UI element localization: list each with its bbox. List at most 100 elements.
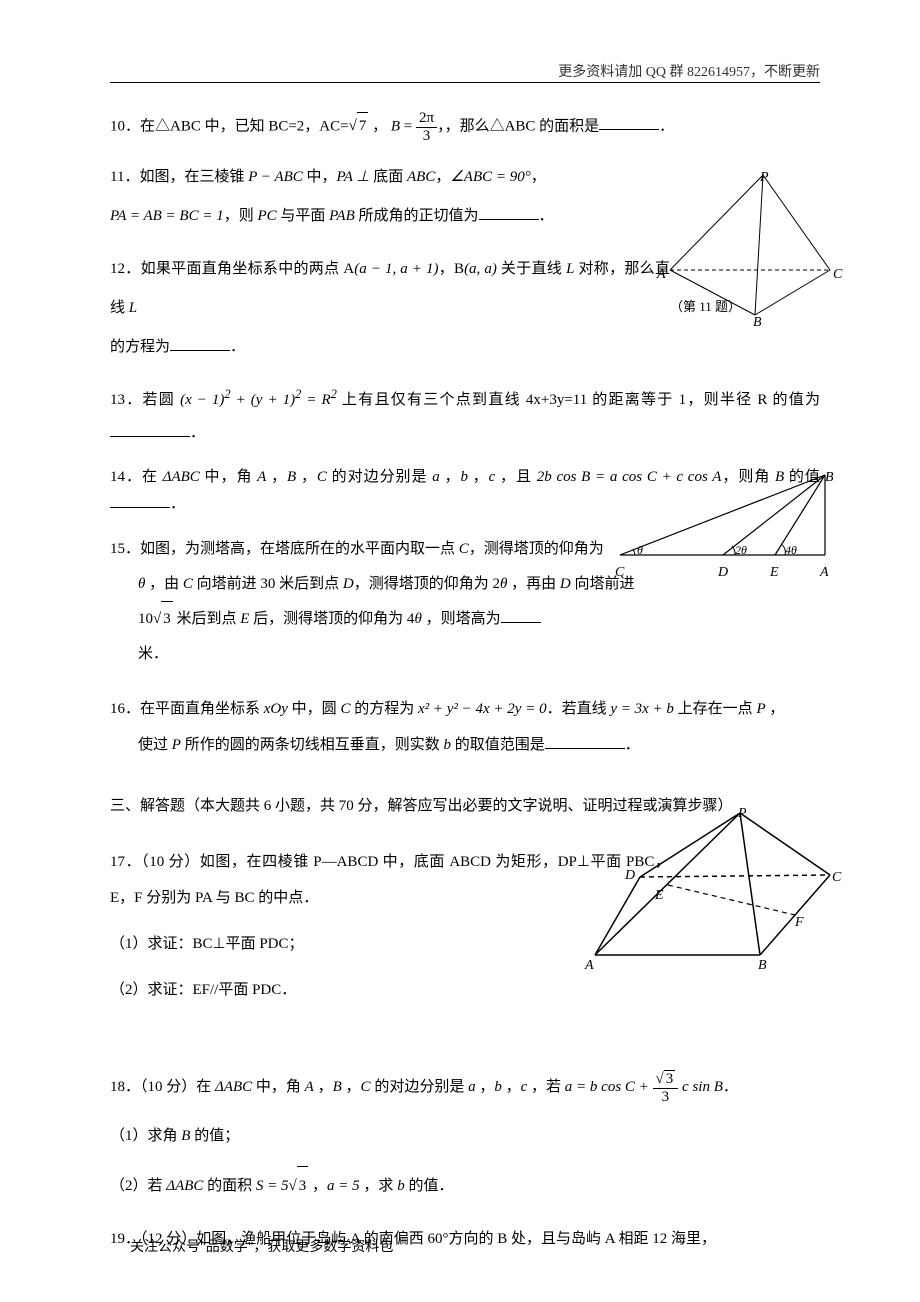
pt-C2: C xyxy=(183,576,193,592)
tri-ABC-18: ΔABC xyxy=(215,1079,252,1095)
side-a: a xyxy=(432,469,440,485)
fig17-F: F xyxy=(795,910,804,935)
p15-c: ，由 xyxy=(145,576,183,592)
p10-text-c: ，，那么△ABC 的面积是 xyxy=(437,118,599,134)
xOy: xOy xyxy=(264,701,288,717)
blank-10 xyxy=(599,115,659,130)
circle-C-eq: x² + y² − 4x + 2y = 0 xyxy=(418,701,547,717)
p14-b: 中，角 xyxy=(200,469,257,485)
p11-h: 所成角的正切值为 xyxy=(355,208,479,224)
S-eq: S = 5 xyxy=(256,1178,289,1194)
p16-b: 中，圆 xyxy=(288,701,341,717)
A18: A xyxy=(305,1079,314,1095)
fig15-E: E xyxy=(770,560,779,585)
fig11-C: C xyxy=(833,262,842,287)
p16-a: 16．在平面直角坐标系 xyxy=(110,701,264,717)
p14-c: ， xyxy=(266,469,287,485)
p11-f: ，则 xyxy=(224,208,258,224)
tri-ABC: ΔABC xyxy=(163,469,200,485)
p16-i: 的取值范围是 xyxy=(451,737,545,753)
fig17-D: D xyxy=(625,863,635,888)
p13-c: ． xyxy=(190,425,205,441)
p11-d: ， xyxy=(435,169,450,185)
p18-1: （1）求角 xyxy=(110,1128,181,1144)
fig15-2theta: 2θ xyxy=(735,540,747,562)
pt-P: P xyxy=(756,701,765,717)
p16-h: 所作的圆的两条切线相互垂直，则实数 xyxy=(181,737,444,753)
p14-h: ，且 xyxy=(495,469,536,485)
p14-e: 的对边分别是 xyxy=(327,469,432,485)
p14-f: ， xyxy=(440,469,461,485)
p13-b: 上有且仅有三个点到直线 4x+3y=11 的距离等于 1，则半径 R 的值为 xyxy=(337,392,820,408)
fig17-P: P xyxy=(738,801,747,826)
p15-e: ，测得塔顶的仰角为 2 xyxy=(354,576,500,592)
p15-a: 15．如图，为测塔高，在塔底所在的水平面内取一点 xyxy=(110,541,459,557)
b18: b xyxy=(494,1079,502,1095)
B18: B xyxy=(333,1079,342,1095)
PA-AB-BC: PA = AB = BC = 1 xyxy=(110,208,224,224)
ABC: ABC xyxy=(407,169,435,185)
circle-C-name: C xyxy=(340,701,350,717)
figure-11: P A B C （第 11 题） xyxy=(665,170,835,335)
p11-g: 与平面 xyxy=(277,208,330,224)
p13-a: 13．若圆 xyxy=(110,392,180,408)
p12-b: ，B xyxy=(438,261,464,277)
problem-15: 15．如图，为测塔高，在塔底所在的水平面内取一点 C，测得塔顶的仰角为 θ ，由… xyxy=(110,532,670,671)
p14-d: ， xyxy=(296,469,317,485)
p11-c: 底面 xyxy=(369,169,407,185)
p11-b: 中， xyxy=(303,169,337,185)
sqrt7: 7 xyxy=(349,112,369,140)
fig15-4theta: 4θ xyxy=(785,540,797,562)
PC: PC xyxy=(257,208,276,224)
eq18a: a = b cos C + xyxy=(565,1079,649,1095)
problem-18: 18．（10 分）在 ΔABC 中，角 A ，B ，C 的对边分别是 a ，b … xyxy=(110,1068,820,1206)
fig17-B: B xyxy=(758,953,767,978)
p10-text-d: ． xyxy=(659,118,674,134)
figure-15: B C D E A θ 2θ 4θ xyxy=(615,470,835,580)
line-L2: L xyxy=(129,300,137,316)
p11-a: 11．如图，在三棱锥 xyxy=(110,169,248,185)
p12-f: ． xyxy=(230,339,245,355)
B-equals: B xyxy=(391,118,400,134)
p18-2d: ，求 xyxy=(360,1178,398,1194)
blank-14 xyxy=(110,493,170,508)
pt-D: D xyxy=(343,576,354,592)
eq18b: c sin B xyxy=(682,1079,723,1095)
blank-11 xyxy=(479,205,539,220)
p11-e: ， xyxy=(531,169,546,185)
p10-text-a: 10．在△ABC 中，已知 BC=2，AC= xyxy=(110,118,349,134)
problem-12: 12．如果平面直角坐标系中的两点 A(a − 1, a + 1)，B(a, a)… xyxy=(110,250,670,367)
p18-h: ，若 xyxy=(527,1079,565,1095)
p14-g: ， xyxy=(468,469,489,485)
angle-B: B xyxy=(287,469,296,485)
sqrt3-15: 3 xyxy=(153,601,173,637)
p15-b: ，测得塔顶的仰角为 xyxy=(469,541,604,557)
p16-j: ． xyxy=(625,737,640,753)
A-coord: (a − 1, a + 1) xyxy=(354,261,438,277)
p14-a: 14．在 xyxy=(110,469,163,485)
pt-D2: D xyxy=(560,576,571,592)
p12-a: 12．如果平面直角坐标系中的两点 A xyxy=(110,261,354,277)
fig17-E: E xyxy=(655,883,664,908)
a-eq-5: a = 5 xyxy=(327,1178,360,1194)
blank-16 xyxy=(545,734,625,749)
fig11-A: A xyxy=(657,262,666,287)
p15-j: ，则塔高为 xyxy=(422,611,501,627)
p12-c: 关于直线 xyxy=(497,261,566,277)
b18c: b xyxy=(397,1178,405,1194)
fig15-A: A xyxy=(820,560,829,585)
p16-d: ．若直线 xyxy=(547,701,611,717)
p16-e: 上存在一点 xyxy=(674,701,757,717)
frac-sqrt3-3: 33 xyxy=(653,1070,679,1105)
p18-i: ． xyxy=(723,1079,738,1095)
header-separator xyxy=(110,82,820,83)
problem-11: 11．如图，在三棱锥 P − ABC 中，PA ⊥ 底面 ABC，∠ABC = … xyxy=(110,158,670,236)
page-footer: 关注公众号"品数学"，获取更多数学资料包 xyxy=(130,1235,393,1260)
p11-i: ． xyxy=(539,208,554,224)
p15-k: 米． xyxy=(110,646,168,662)
fig11-P: P xyxy=(760,165,769,190)
p16-c: 的方程为 xyxy=(350,701,418,717)
angle-A: A xyxy=(257,469,266,485)
fig11-caption: （第 11 题） xyxy=(670,295,741,318)
p18-2e: 的值． xyxy=(405,1178,454,1194)
